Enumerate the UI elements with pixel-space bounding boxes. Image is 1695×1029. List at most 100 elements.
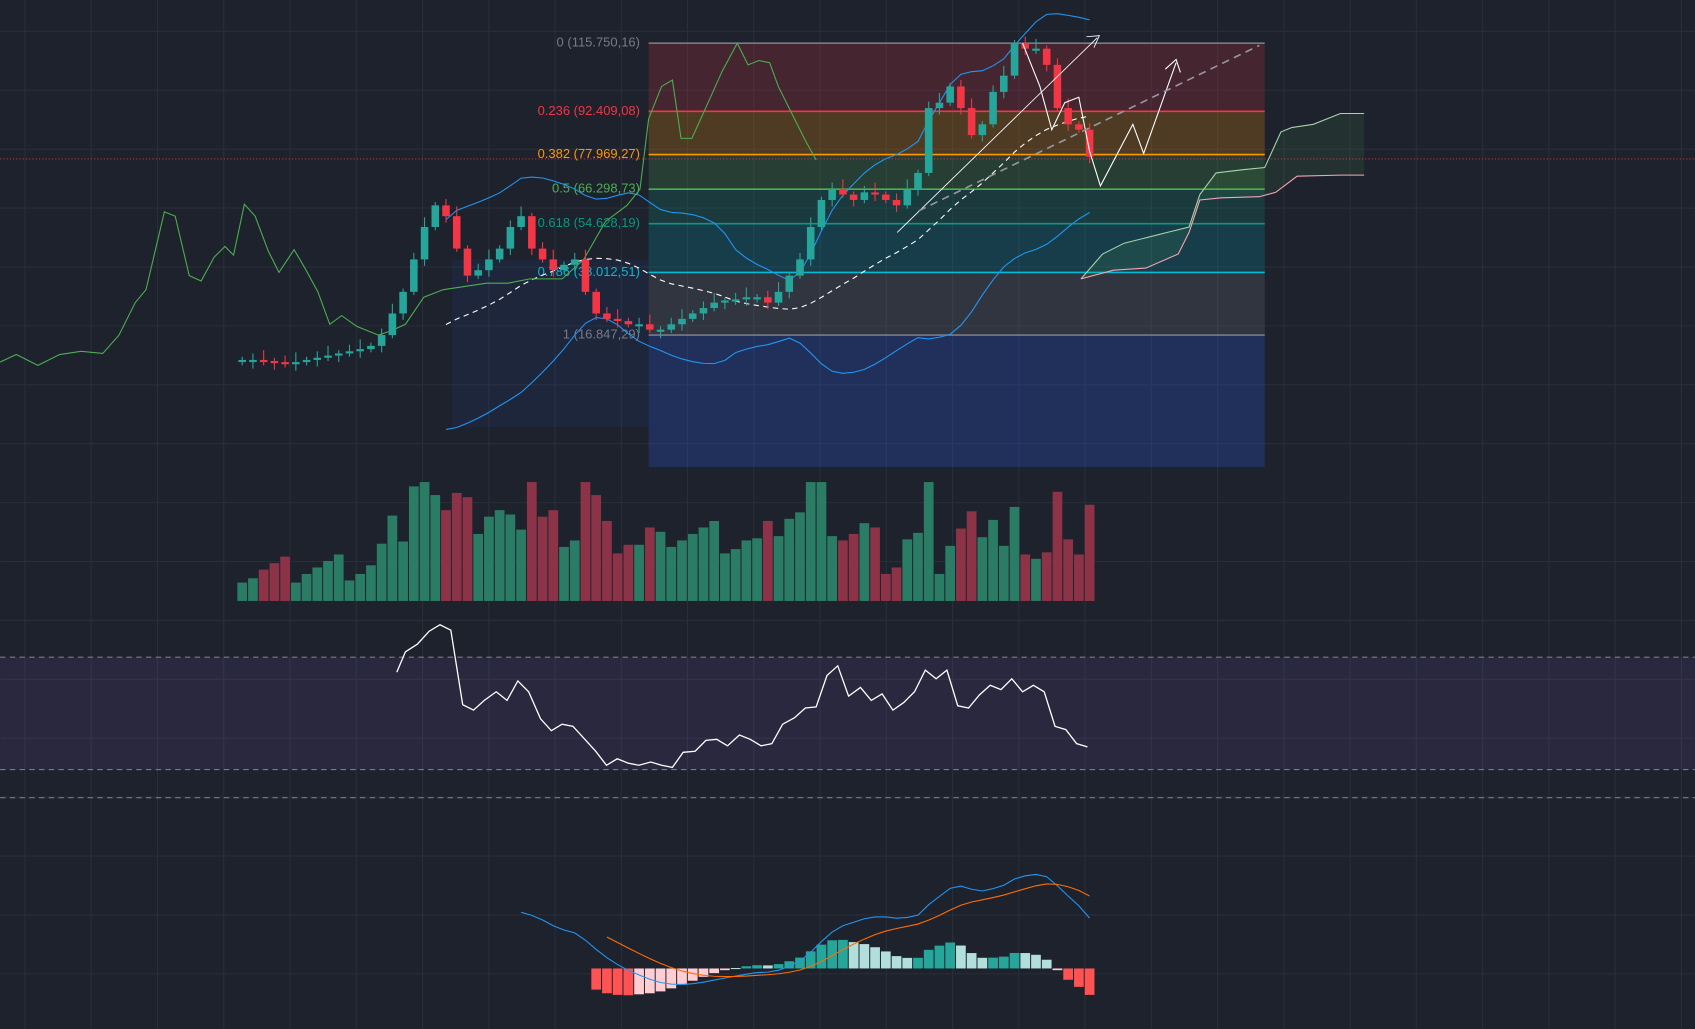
fib-label: 0.382 (77.969,27) bbox=[538, 146, 640, 161]
volume-bar bbox=[827, 536, 838, 601]
volume-bar bbox=[1063, 539, 1074, 601]
volume-bar bbox=[1031, 558, 1041, 601]
macd-bar bbox=[966, 953, 977, 969]
volume-bar bbox=[612, 553, 623, 601]
macd-bar bbox=[977, 957, 988, 969]
volume-bar bbox=[290, 582, 301, 601]
candle bbox=[356, 349, 364, 352]
candle bbox=[324, 355, 332, 358]
volume-bar bbox=[666, 546, 677, 601]
volume-bar bbox=[505, 514, 516, 601]
candle bbox=[410, 259, 418, 292]
candle bbox=[871, 192, 879, 195]
macd-bar bbox=[634, 968, 644, 995]
left-zone bbox=[451, 259, 649, 427]
macd-bar bbox=[612, 968, 623, 995]
candle bbox=[313, 357, 322, 360]
candle bbox=[474, 270, 482, 276]
fib-zone bbox=[648, 111, 1265, 155]
volume-bar bbox=[1009, 506, 1020, 601]
volume-bar bbox=[387, 515, 398, 601]
cloud-bottom bbox=[1080, 174, 1365, 280]
candle bbox=[281, 362, 289, 365]
candle bbox=[302, 359, 311, 363]
volume-bar bbox=[248, 578, 258, 601]
volume-bar bbox=[559, 546, 569, 601]
fib-label: 0.618 (54.628,19) bbox=[538, 215, 640, 230]
candle bbox=[581, 259, 590, 292]
volume-bar bbox=[859, 523, 870, 601]
macd-bar bbox=[923, 949, 934, 969]
volume-bar bbox=[870, 527, 880, 601]
candle bbox=[806, 226, 815, 260]
candle bbox=[903, 189, 912, 206]
macd-bar bbox=[752, 965, 762, 969]
candle bbox=[882, 194, 890, 200]
candle bbox=[721, 300, 729, 303]
candle bbox=[667, 324, 676, 330]
volume-bar bbox=[956, 528, 966, 601]
macd-bar bbox=[859, 944, 870, 969]
macd-bar bbox=[741, 966, 752, 969]
signal-line bbox=[606, 883, 1090, 978]
macd-line bbox=[520, 873, 1091, 986]
rsi-band bbox=[0, 657, 1695, 770]
candle bbox=[688, 313, 697, 319]
volume-bar bbox=[977, 537, 988, 601]
volume-bar bbox=[355, 573, 366, 601]
fib-label: 0 (115.750,16) bbox=[557, 35, 640, 50]
macd-bar bbox=[891, 956, 902, 969]
volume-bar bbox=[258, 569, 269, 601]
volume-bar bbox=[998, 545, 1009, 601]
volume-bar bbox=[312, 567, 323, 601]
volume-bar bbox=[730, 549, 741, 601]
volume-bar bbox=[784, 518, 795, 601]
rsi-line bbox=[396, 624, 1088, 769]
volume-bar bbox=[644, 527, 655, 601]
fib-zone bbox=[648, 335, 1265, 467]
candle bbox=[377, 335, 386, 346]
volume-bar bbox=[376, 543, 387, 601]
candle bbox=[1053, 64, 1062, 109]
volume-bar bbox=[280, 556, 290, 601]
candle bbox=[238, 359, 246, 363]
candle bbox=[646, 324, 654, 330]
candle bbox=[538, 248, 547, 260]
macd-bar bbox=[902, 957, 913, 969]
candle bbox=[892, 199, 901, 206]
fib-zone bbox=[648, 43, 1265, 112]
fib-zone bbox=[648, 189, 1265, 224]
candle bbox=[1064, 108, 1072, 125]
volume-bar bbox=[473, 533, 484, 601]
macd-bar bbox=[1020, 953, 1031, 969]
volume-bar bbox=[934, 573, 945, 601]
candle bbox=[249, 359, 257, 363]
volume-bar bbox=[773, 536, 784, 601]
arrow-head bbox=[1086, 35, 1101, 48]
candle bbox=[1021, 43, 1030, 49]
macd-bar bbox=[1009, 952, 1020, 969]
macd-bar bbox=[698, 968, 709, 977]
cloud-top bbox=[1080, 112, 1365, 280]
candle bbox=[388, 313, 397, 336]
macd-bar bbox=[602, 968, 612, 994]
trend-arrow bbox=[896, 37, 1098, 233]
macd-bar bbox=[795, 957, 805, 969]
candle bbox=[517, 216, 525, 227]
projection-path bbox=[1022, 43, 1177, 188]
volume-bar bbox=[484, 516, 494, 601]
candle bbox=[785, 275, 794, 292]
volume-bar bbox=[1074, 554, 1084, 601]
candle bbox=[742, 297, 751, 300]
macd-bar bbox=[720, 968, 730, 971]
volume-bar bbox=[988, 519, 998, 601]
candle bbox=[259, 359, 268, 363]
candle bbox=[989, 91, 997, 125]
volume-bar bbox=[966, 511, 977, 601]
volume-bar bbox=[1041, 552, 1052, 601]
macd-bar bbox=[870, 947, 880, 969]
macd-bar bbox=[1041, 959, 1052, 969]
volume-bar bbox=[913, 532, 923, 601]
fib-label: 0.236 (92.409,08) bbox=[538, 103, 640, 118]
